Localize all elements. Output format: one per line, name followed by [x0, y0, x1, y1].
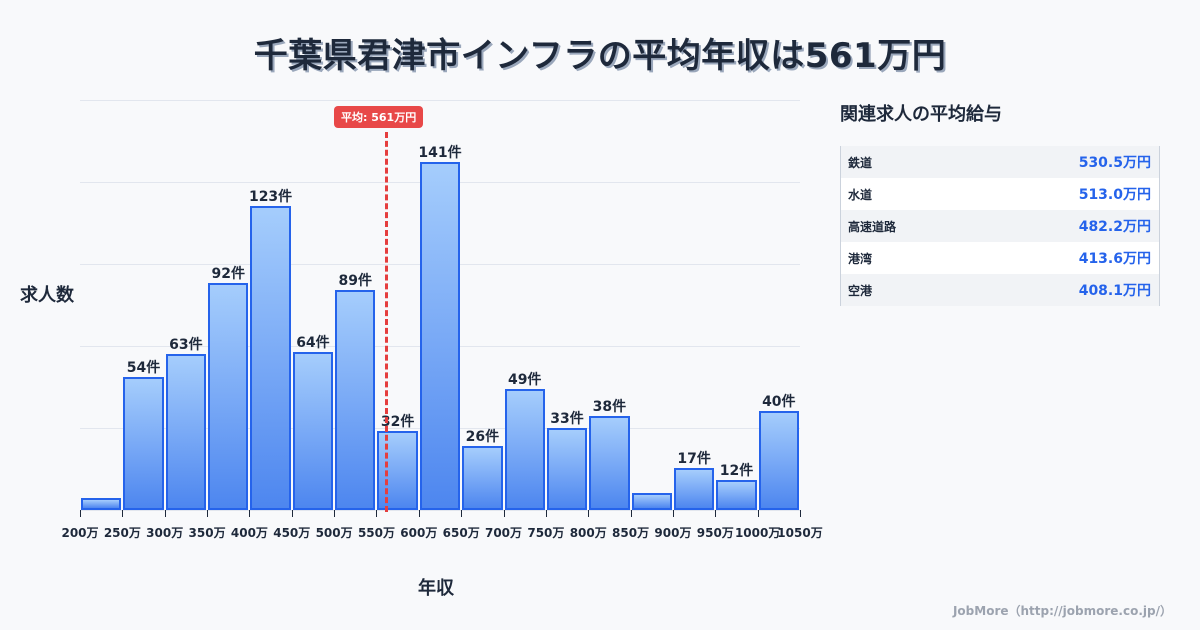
histogram-bar: [250, 206, 291, 510]
salary-value: 413.6万円: [1078, 251, 1151, 267]
bar-value-label: 63件: [169, 337, 203, 354]
bar-value-label: 33件: [550, 411, 584, 428]
x-axis-tick-label: 850万: [612, 526, 650, 540]
salary-value: 513.0万円: [1078, 187, 1151, 203]
x-axis-tick: [376, 510, 378, 517]
histogram-bar: [462, 445, 503, 510]
bar-value-label: 92件: [211, 265, 245, 282]
job-name: 水道: [848, 187, 873, 202]
x-axis-tick-label: 950万: [696, 526, 734, 540]
bar-value-label: 32件: [380, 413, 415, 430]
x-axis-tick: [80, 510, 81, 517]
gridline: [80, 510, 800, 511]
footer-credit: JobMore（http://jobmore.co.jp/）: [952, 604, 1172, 618]
related-salary-panel: 関連求人の平均給与 鉄道 530.5万円 水道 513.0万円 高速道路 482…: [840, 100, 1170, 306]
x-axis-tick-label: 1050万: [777, 526, 823, 540]
x-axis-tick: [207, 510, 209, 517]
bar-value-label: 38件: [592, 399, 627, 416]
x-axis-tick: [334, 510, 336, 517]
x-axis-tick: [291, 510, 293, 517]
bar-value-label: 123件: [248, 189, 293, 206]
x-axis-tick: [800, 510, 801, 517]
x-axis-tick-label: 350万: [188, 526, 226, 540]
histogram-bar: [335, 290, 376, 510]
bar-value-label: 89件: [338, 273, 373, 290]
bar-value-label: 26件: [465, 428, 500, 445]
x-axis-tick-label: 200万: [61, 526, 99, 540]
salary-value: 408.1万円: [1078, 283, 1151, 299]
x-axis-tick-label: 300万: [146, 526, 184, 540]
average-line: [385, 132, 388, 512]
x-axis-tick: [503, 510, 505, 517]
histogram-bar: [758, 411, 799, 510]
x-axis-tick: [715, 510, 717, 517]
x-axis-tick: [249, 510, 251, 517]
x-axis-tick-label: 600万: [400, 526, 438, 540]
x-axis-title: 年収: [418, 578, 454, 599]
x-axis-tick-label: 900万: [654, 526, 692, 540]
x-axis-tick: [672, 510, 674, 517]
x-axis-tick-label: 450万: [273, 526, 311, 540]
table-row: 高速道路 482.2万円: [841, 210, 1159, 242]
x-axis-tick-label: 800万: [569, 526, 607, 540]
x-axis-tick: [164, 510, 166, 517]
histogram-bar: [81, 497, 122, 510]
x-axis-tick: [545, 510, 547, 517]
histogram-chart: 求人数 年収 54件 63件 92件 123件 64件 89件 32件 141件 26件 49件 3…: [20, 100, 823, 599]
histogram-bar: [377, 430, 418, 510]
x-axis-tick: [630, 510, 632, 517]
x-axis-tick-label: 1000万: [734, 526, 781, 540]
job-name: 港湾: [848, 251, 873, 266]
job-name: 鉄道: [848, 155, 873, 170]
x-axis-tick-label: 650万: [442, 526, 480, 540]
average-badge: 平均: 561万円: [334, 106, 424, 128]
job-name: 空港: [848, 283, 873, 298]
histogram-bar: [208, 282, 249, 510]
x-axis-tick: [588, 510, 590, 517]
histogram-bar: [504, 388, 545, 510]
bar-value-label: 40件: [762, 394, 796, 411]
table-row: 港湾 413.6万円: [841, 242, 1159, 274]
related-salary-table: 鉄道 530.5万円 水道 513.0万円 高速道路 482.2万円 港湾 41…: [840, 146, 1160, 306]
histogram-bar: [631, 492, 672, 510]
x-axis-tick: [418, 510, 420, 517]
histogram-bar: [716, 480, 757, 510]
histogram-bar: [123, 376, 164, 510]
histogram-bar: [419, 161, 461, 510]
related-salary-title: 関連求人の平均給与: [840, 104, 1002, 125]
salary-value: 530.5万円: [1078, 155, 1151, 171]
x-axis-tick-label: 400万: [230, 526, 268, 540]
x-axis-tick-label: 700万: [484, 526, 523, 540]
table-row: 空港 408.1万円: [841, 274, 1159, 306]
histogram-bar: [165, 354, 207, 510]
job-name: 高速道路: [848, 219, 897, 234]
x-axis-tick-label: 750万: [527, 526, 565, 540]
y-axis-title: 求人数: [20, 285, 74, 306]
x-axis-tick-label: 250万: [103, 526, 141, 540]
bar-value-label: 54件: [126, 359, 161, 376]
table-row: 鉄道 530.5万円: [841, 146, 1159, 178]
table-row: 水道 513.0万円: [841, 178, 1159, 210]
bar-value-label: 12件: [719, 463, 754, 480]
histogram-bar: [546, 428, 588, 510]
x-axis-tick-label: 550万: [357, 526, 395, 540]
histogram-bar: [589, 416, 630, 510]
gridline: [80, 100, 800, 101]
salary-value: 482.2万円: [1078, 219, 1151, 235]
bar-value-label: 141件: [418, 144, 462, 161]
x-axis-tick-label: 500万: [315, 526, 353, 540]
bar-value-label: 49件: [507, 371, 542, 388]
x-axis-tick: [122, 510, 124, 517]
x-axis-tick: [461, 510, 463, 517]
histogram-bar: [673, 468, 715, 510]
histogram-bar: [292, 351, 334, 510]
x-axis-tick: [757, 510, 759, 517]
page-title: 千葉県君津市インフラの平均年収は561万円: [253, 36, 947, 76]
bar-value-label: 17件: [677, 451, 711, 467]
bar-value-label: 64件: [296, 334, 330, 351]
